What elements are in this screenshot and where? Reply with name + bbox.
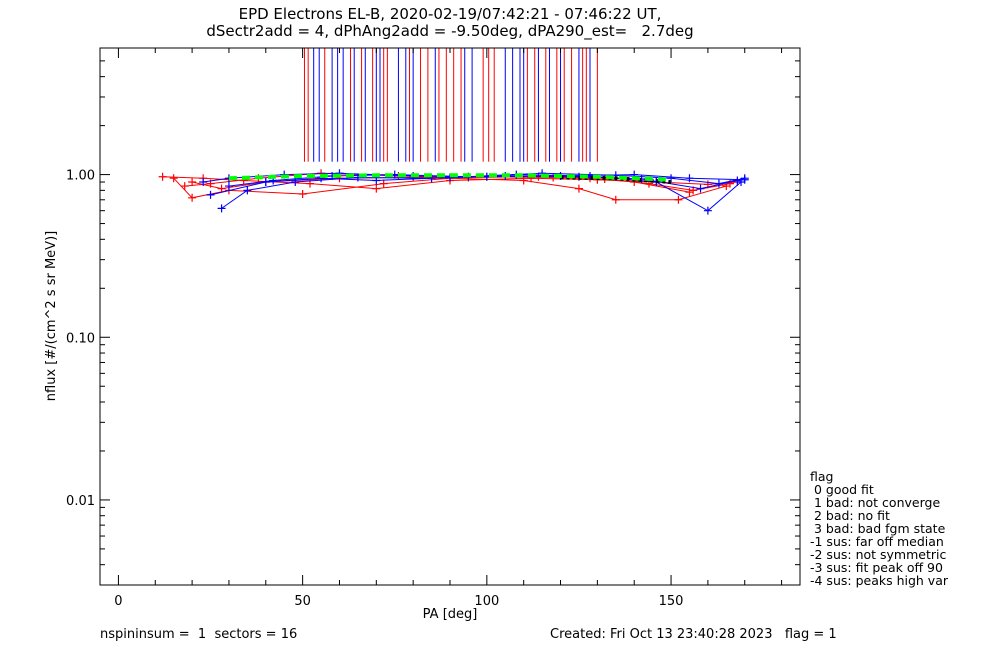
data-point-marker (696, 184, 705, 193)
data-point-marker (379, 179, 388, 188)
legend-item: -2 sus: not symmetric (810, 547, 947, 562)
data-point-marker (180, 182, 189, 191)
flag-legend: flag 0 good fit 1 bad: not converge 2 ba… (810, 470, 948, 587)
data-point-marker (298, 189, 307, 198)
chart-title-line-1: EPD Electrons EL-B, 2020-02-19/07:42:21 … (238, 5, 662, 23)
data-point-marker (611, 195, 620, 204)
data-point-marker (372, 176, 381, 185)
legend-item: 1 bad: not converge (810, 495, 941, 510)
data-point-marker (217, 184, 226, 193)
y-tick-label: 0.01 (66, 494, 95, 509)
data-point-marker (574, 184, 583, 193)
x-tick-label: 50 (294, 594, 311, 609)
data-point-marker (372, 184, 381, 193)
data-point-marker (188, 193, 197, 202)
data-point-marker (224, 182, 233, 191)
legend-item: 0 good fit (810, 482, 874, 497)
x-axis-label: PA [deg] (423, 607, 478, 622)
data-point-marker (158, 172, 167, 181)
plot-frame (99, 47, 801, 586)
footer-created-info: Created: Fri Oct 13 23:40:28 2023 flag =… (550, 627, 837, 642)
x-tick-label: 0 (114, 594, 122, 609)
legend-item: -1 sus: far off median (810, 534, 944, 549)
chart-title-line-2: dSectr2add = 4, dPhAng2add = -9.50deg, d… (206, 22, 694, 40)
data-point-marker (188, 178, 197, 187)
data-point-marker (199, 178, 208, 187)
data-point-marker (243, 186, 252, 195)
data-point-marker (206, 190, 215, 199)
x-tick-label: 100 (474, 594, 499, 609)
y-axis-label: nflux [#/(cm^2 s sr MeV)] (44, 231, 59, 401)
legend-item: 3 bad: bad fgm state (810, 521, 946, 536)
legend-item: 2 bad: no fit (810, 508, 890, 523)
legend-title: flag (810, 469, 834, 484)
footer-spin-info: nspininsum = 1 sectors = 16 (100, 627, 298, 642)
x-tick-label: 150 (659, 594, 684, 609)
vertical-lines-layer (303, 48, 598, 162)
data-point-marker (169, 174, 178, 183)
data-point-marker (674, 195, 683, 204)
data-point-marker (217, 204, 226, 213)
data-point-marker (685, 174, 694, 183)
legend-item: -3 sus: fit peak off 90 (810, 560, 943, 575)
data-point-marker (740, 174, 749, 183)
fit-line-green (228, 173, 672, 182)
axis-layer: 0 50 100 150 1.00 0.10 0.01 (66, 47, 800, 609)
data-point-marker (703, 206, 712, 215)
data-point-marker (714, 179, 723, 188)
y-tick-label: 1.00 (66, 169, 95, 184)
legend-item: -4 sus: peaks high var (810, 573, 949, 588)
fit-layer (228, 173, 672, 185)
data-point-marker (291, 178, 300, 187)
y-tick-label: 0.10 (66, 331, 95, 346)
data-point-marker (519, 176, 528, 185)
